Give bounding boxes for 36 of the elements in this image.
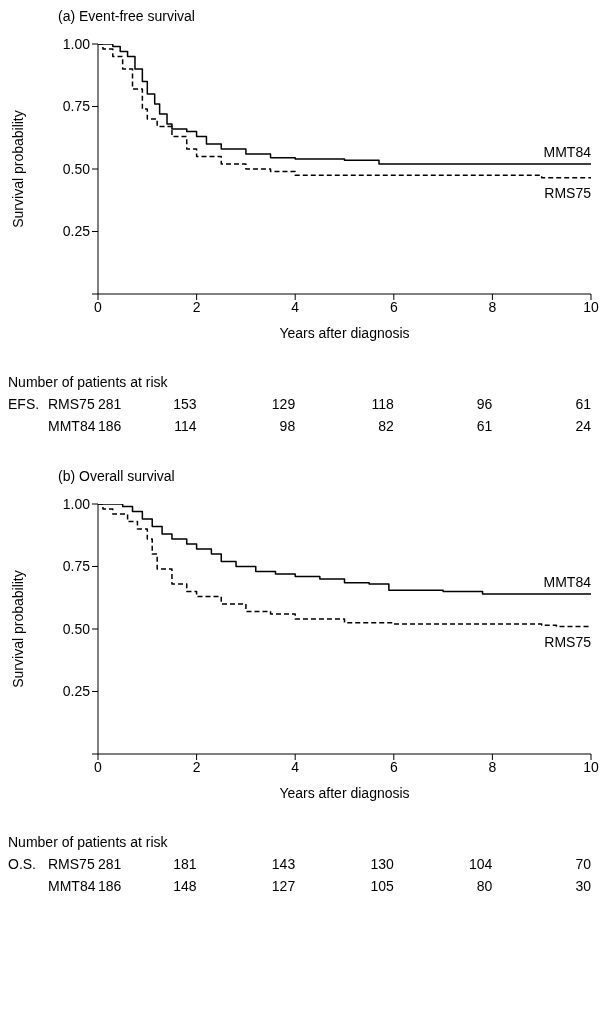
text: Number of patients at risk (8, 834, 168, 850)
y-tick-label: 0.75 (62, 558, 91, 575)
y-tick-label: 0.50 (62, 160, 91, 177)
x-tick-label: 10 (583, 758, 599, 775)
y-tick-label: 0.25 (62, 683, 91, 700)
x-tick-label: 8 (488, 298, 497, 315)
y-tick-label: 1.00 (62, 495, 91, 512)
series-label: MMT84 (543, 574, 592, 590)
text: O.S. RMS75 281 181 143 130 104 70 (8, 856, 591, 872)
y-tick-label: 0.50 (62, 620, 91, 637)
x-tick-label: 8 (488, 758, 497, 775)
x-tick-label: 10 (583, 298, 599, 315)
x-tick-label: 2 (192, 758, 201, 775)
x-tick-label: 6 (389, 298, 398, 315)
x-axis-title: Years after diagnosis (279, 785, 410, 801)
y-axis-title: Survival probability (9, 570, 26, 688)
x-tick-label: 6 (389, 758, 398, 775)
series-label: RMS75 (544, 184, 592, 201)
x-tick-label: 0 (94, 298, 103, 315)
chart-title: (b) Overall survival (58, 468, 176, 484)
y-axis-title: Survival probability (9, 110, 26, 228)
x-axis-title: Years after diagnosis (279, 325, 410, 341)
chart-title: (a) Event-free survival (58, 8, 196, 24)
y-tick-label: 1.00 (62, 35, 91, 52)
text: MMT84 186 114 98 82 61 24 (48, 418, 591, 434)
y-tick-label: 0.25 (62, 223, 91, 240)
x-tick-label: 4 (291, 298, 300, 315)
text: MMT84 186 148 127 105 80 30 (48, 878, 591, 894)
text: EFS. RMS75 281 153 129 118 96 61 (8, 396, 591, 412)
x-tick-label: 2 (192, 298, 201, 315)
series-label: RMS75 (544, 633, 592, 650)
series-label: MMT84 (543, 144, 592, 160)
x-tick-label: 4 (291, 758, 300, 775)
text: Number of patients at risk (8, 374, 168, 390)
x-tick-label: 0 (94, 758, 103, 775)
y-tick-label: 0.75 (62, 98, 91, 115)
